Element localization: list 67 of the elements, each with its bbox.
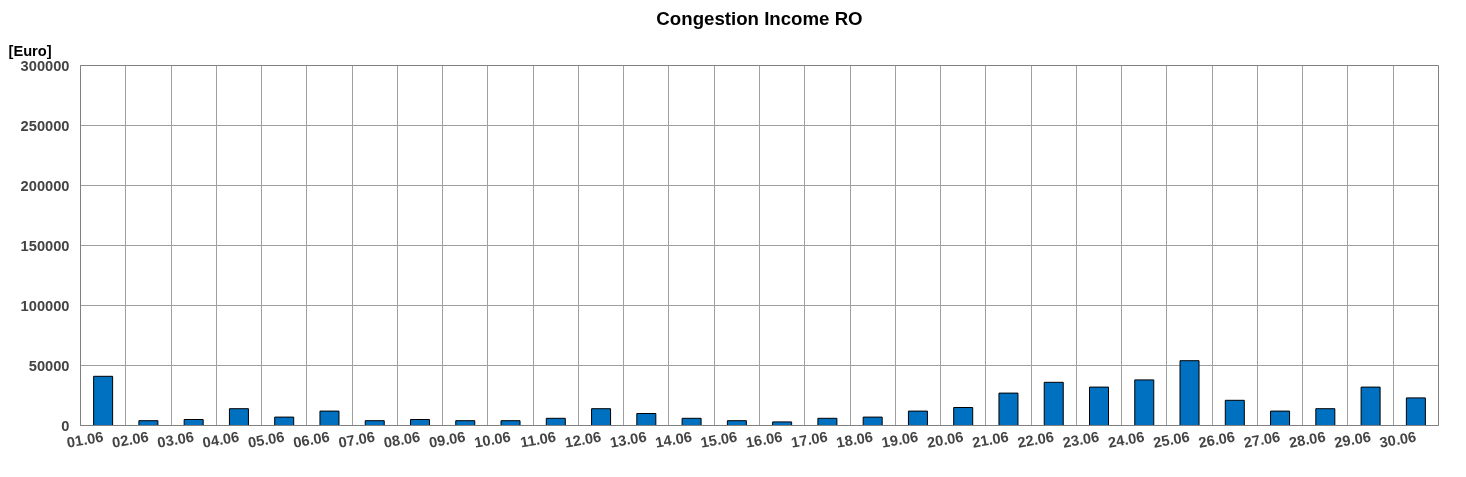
x-tick-label: 23.06	[1061, 428, 1101, 451]
bar	[681, 417, 702, 426]
bar	[93, 375, 114, 426]
bar	[183, 419, 204, 426]
bar	[1088, 386, 1110, 426]
x-tick-label: 08.06	[382, 428, 422, 451]
x-tick-label: 28.06	[1287, 428, 1327, 451]
y-tick-label: 250000	[20, 117, 70, 134]
bar	[1315, 408, 1336, 426]
x-tick-label: 06.06	[291, 428, 331, 451]
bar	[409, 419, 431, 426]
x-tick-label: 29.06	[1333, 428, 1372, 451]
bar	[274, 416, 295, 426]
x-tick-label: 05.06	[246, 428, 286, 451]
x-tick-label: 25.06	[1152, 428, 1191, 451]
y-tick-label: 50000	[28, 357, 70, 374]
bar	[1179, 360, 1200, 426]
y-tick-label: 150000	[20, 237, 70, 254]
bar	[862, 416, 883, 426]
bar	[1224, 399, 1245, 426]
x-tick-label: 14.06	[654, 428, 693, 451]
bar	[1360, 386, 1381, 426]
y-tick-label: 0	[61, 417, 70, 434]
x-tick-label: 11.06	[519, 428, 558, 451]
bar	[726, 420, 747, 426]
x-tick-label: 22.06	[1016, 428, 1056, 451]
x-tick-label: 18.06	[835, 428, 875, 451]
bar	[1134, 379, 1155, 426]
bar	[591, 408, 612, 426]
x-tick-label: 30.06	[1378, 428, 1418, 451]
x-tick-label: 12.06	[563, 428, 603, 451]
bar	[545, 417, 566, 426]
bar	[907, 410, 928, 426]
x-tick-label: 07.06	[337, 428, 377, 451]
bar	[455, 420, 476, 426]
x-tick-label: 20.06	[925, 428, 965, 451]
x-tick-label: 16.06	[744, 428, 784, 451]
x-tick-label: 15.06	[699, 428, 739, 451]
bar	[319, 410, 340, 426]
x-tick-label: 24.06	[1106, 428, 1146, 451]
x-tick-label: 09.06	[427, 428, 467, 451]
bar	[1405, 397, 1426, 426]
y-axis-title: [Euro]	[8, 42, 52, 59]
bar	[817, 417, 838, 426]
x-tick-label: 26.06	[1197, 428, 1237, 451]
bar	[636, 413, 657, 426]
x-tick-label: 10.06	[473, 428, 512, 451]
chart-title: Congestion Income RO	[656, 7, 863, 29]
bar	[1270, 410, 1291, 426]
x-tick-label: 19.06	[880, 428, 920, 451]
x-tick-label: 03.06	[156, 428, 196, 451]
bar	[953, 407, 974, 426]
x-tick-label: 17.06	[789, 428, 829, 451]
x-tick-label: 27.06	[1242, 428, 1282, 451]
bar	[228, 408, 249, 426]
bar	[138, 420, 159, 426]
bar	[500, 420, 521, 426]
bar	[998, 392, 1019, 426]
x-tick-label: 04.06	[201, 428, 241, 451]
x-tick-label: 13.06	[608, 428, 648, 451]
y-tick-label: 200000	[20, 177, 70, 194]
bar	[364, 420, 385, 426]
bar	[772, 421, 793, 426]
x-tick-label: 02.06	[110, 428, 150, 451]
x-tick-label: 21.06	[970, 428, 1010, 451]
y-tick-label: 100000	[20, 297, 70, 314]
bar	[1043, 381, 1064, 426]
